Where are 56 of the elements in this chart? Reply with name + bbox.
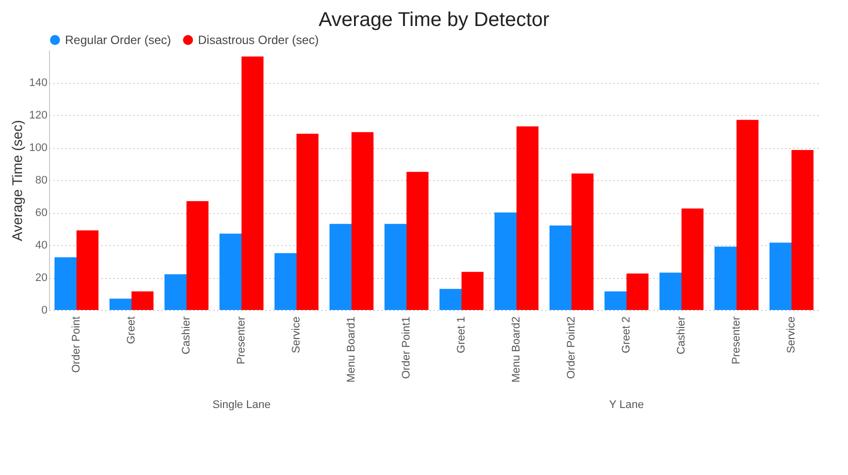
bar [186, 201, 208, 310]
x-tick-label: Order Point [70, 316, 82, 373]
bar [714, 246, 736, 310]
bar [440, 288, 462, 310]
bar [604, 291, 626, 310]
x-tick-label: Greet 2 [620, 316, 632, 354]
text: Y Lane [609, 399, 644, 411]
text: Single Lane [212, 399, 271, 411]
y-tick-label: 60 [35, 207, 48, 219]
bar [76, 230, 98, 310]
bar [682, 208, 704, 310]
bar [494, 212, 516, 310]
x-tick-label: Greet [126, 316, 138, 344]
x-tick-label: Greet 1 [456, 316, 468, 354]
bar [736, 120, 758, 310]
x-tick-label: Menu Board1 [346, 316, 358, 383]
bar [406, 172, 428, 310]
bar [770, 242, 792, 310]
bar [626, 273, 648, 310]
y-tick-label: 40 [35, 240, 48, 252]
x-tick-label: Cashier [676, 316, 688, 354]
x-tick-label: Presenter [730, 316, 742, 364]
x-tick-label: Presenter [236, 316, 248, 364]
bar [550, 226, 572, 310]
y-tick-label: 140 [29, 77, 48, 89]
y-tick-label: 80 [35, 174, 48, 186]
y-tick-label: 0 [41, 304, 48, 316]
x-tick-label: Service [786, 316, 798, 354]
bar [132, 291, 154, 310]
bar [792, 150, 814, 310]
legend-label: Regular Order (sec) [65, 33, 172, 47]
bar [352, 132, 374, 310]
chart-title: Average Time by Detector [318, 9, 550, 31]
legend-label: Disastrous Order (sec) [198, 33, 319, 47]
bar [572, 174, 594, 310]
bar [220, 234, 242, 310]
bar [54, 257, 76, 310]
x-tick-label: Cashier [180, 316, 192, 354]
y-tick-label: 100 [29, 142, 48, 154]
x-tick-label: Order Point1 [400, 316, 412, 379]
x-tick-label: Service [290, 316, 302, 354]
x-tick-label: Menu Board2 [510, 316, 522, 383]
bar [462, 272, 484, 310]
bar [516, 126, 538, 310]
bar [164, 274, 186, 310]
bar [660, 272, 682, 310]
bar [110, 298, 132, 310]
y-axis-title: Average Time (sec) [9, 120, 26, 242]
bar [330, 224, 352, 310]
bar [274, 253, 296, 310]
y-tick-label: 20 [35, 272, 48, 284]
bar [296, 134, 318, 310]
y-tick-label: 120 [29, 110, 48, 122]
x-tick-label: Order Point2 [566, 316, 578, 379]
bar [242, 56, 264, 310]
bar [384, 224, 406, 310]
